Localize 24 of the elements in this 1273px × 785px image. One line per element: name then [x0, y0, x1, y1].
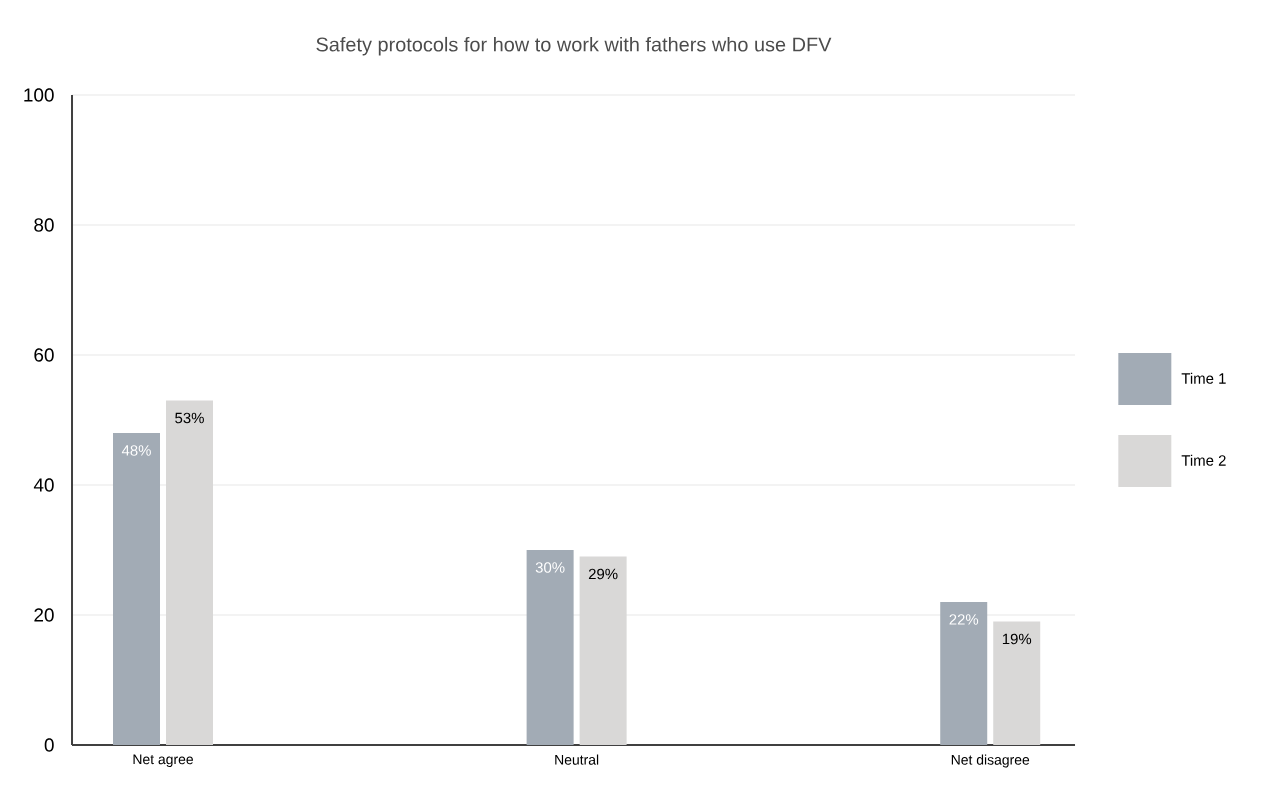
bar	[113, 432, 160, 745]
x-tick-label: Net disagree	[951, 754, 1030, 768]
chart-title: Safety protocols for how to work with fathers who use DFV	[316, 36, 832, 56]
text: Time 1	[1181, 372, 1226, 384]
y-tick-label: 40	[33, 478, 54, 492]
data-label: 22%	[949, 614, 979, 625]
bar	[993, 621, 1041, 745]
data-label: 30%	[535, 562, 565, 573]
text: Time 2	[1181, 454, 1226, 466]
bar	[166, 400, 213, 745]
y-tick-label: 20	[34, 608, 54, 622]
x-tick-label: Neutral	[555, 754, 599, 765]
y-tick-label: 100	[24, 88, 54, 102]
bar	[940, 601, 988, 745]
data-label: 48%	[121, 445, 151, 456]
y-tick-label: 60	[34, 348, 54, 362]
bar	[526, 549, 574, 745]
bar	[579, 556, 627, 745]
y-tick-label: 80	[34, 218, 54, 232]
data-label: 53%	[175, 412, 204, 424]
data-label: 29%	[588, 568, 618, 580]
x-tick-label: Net agree	[133, 754, 193, 767]
data-label: 19%	[1002, 633, 1032, 645]
y-tick-label: 0	[44, 738, 54, 752]
